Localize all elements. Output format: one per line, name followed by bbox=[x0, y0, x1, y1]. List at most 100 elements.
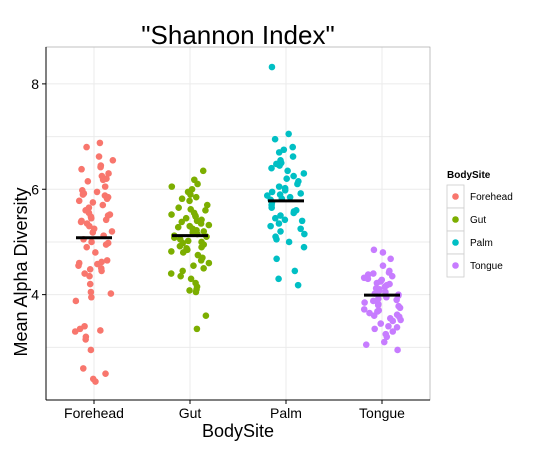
data-point-gut bbox=[203, 201, 211, 209]
data-point-forehead bbox=[97, 163, 104, 171]
data-point-gut bbox=[175, 204, 182, 211]
data-point-tongue bbox=[360, 306, 368, 313]
legend-label: Forehead bbox=[470, 192, 513, 203]
data-point-gut bbox=[197, 220, 205, 227]
data-point-forehead bbox=[96, 139, 104, 147]
data-point-palm bbox=[277, 228, 284, 235]
data-point-gut bbox=[192, 193, 200, 201]
data-point-forehead bbox=[107, 290, 115, 297]
data-point-gut bbox=[197, 257, 205, 264]
data-point-forehead bbox=[87, 288, 95, 296]
data-point-palm bbox=[275, 183, 283, 190]
data-point-forehead bbox=[109, 156, 117, 164]
data-point-forehead bbox=[86, 266, 94, 273]
data-point-palm bbox=[277, 212, 284, 219]
data-point-tongue bbox=[369, 297, 377, 305]
data-point-gut bbox=[167, 270, 175, 277]
data-point-palm bbox=[275, 149, 283, 156]
data-point-gut bbox=[186, 287, 193, 294]
data-point-forehead bbox=[89, 199, 97, 206]
data-point-palm bbox=[268, 63, 276, 71]
data-point-palm bbox=[268, 204, 275, 211]
data-point-gut bbox=[190, 262, 197, 269]
data-point-gut bbox=[205, 259, 213, 267]
data-point-tongue bbox=[385, 322, 392, 330]
data-point-forehead bbox=[103, 195, 111, 203]
data-point-forehead bbox=[82, 336, 89, 343]
data-point-tongue bbox=[381, 283, 389, 291]
x-tick-label: Forehead bbox=[64, 405, 124, 421]
data-point-gut bbox=[184, 237, 192, 245]
y-tick-label: 4 bbox=[31, 287, 39, 303]
data-point-palm bbox=[275, 220, 283, 227]
data-point-tongue bbox=[379, 249, 387, 256]
data-point-forehead bbox=[99, 201, 107, 209]
data-point-palm bbox=[276, 162, 283, 169]
data-point-tongue bbox=[387, 255, 394, 263]
data-point-forehead bbox=[77, 218, 85, 226]
data-point-gut bbox=[202, 207, 209, 214]
data-point-gut bbox=[168, 211, 175, 218]
data-point-palm bbox=[268, 164, 275, 172]
data-point-forehead bbox=[79, 365, 87, 372]
plot-background bbox=[46, 47, 430, 400]
data-point-gut bbox=[178, 218, 186, 226]
data-point-tongue bbox=[376, 287, 383, 294]
data-point-forehead bbox=[103, 257, 111, 264]
data-point-forehead bbox=[88, 238, 95, 246]
legend-label: Gut bbox=[470, 215, 486, 226]
data-point-palm bbox=[289, 143, 297, 151]
data-point-palm bbox=[298, 217, 306, 225]
legend-marker-tongue bbox=[452, 262, 459, 269]
data-point-tongue bbox=[373, 279, 381, 287]
data-point-gut bbox=[177, 272, 184, 280]
data-point-forehead bbox=[81, 270, 88, 277]
data-point-forehead bbox=[89, 229, 97, 236]
data-point-forehead bbox=[88, 293, 95, 301]
data-point-palm bbox=[289, 153, 297, 160]
data-point-palm bbox=[291, 267, 299, 275]
x-axis-title: BodySite bbox=[202, 421, 274, 441]
data-point-forehead bbox=[102, 370, 109, 377]
data-point-forehead bbox=[92, 249, 99, 256]
data-point-palm bbox=[275, 275, 282, 283]
data-point-forehead bbox=[94, 260, 101, 268]
legend-marker-gut bbox=[452, 216, 459, 223]
data-point-palm bbox=[268, 188, 276, 196]
data-point-tongue bbox=[389, 317, 397, 325]
data-point-gut bbox=[178, 195, 186, 203]
data-point-forehead bbox=[102, 216, 110, 224]
data-point-gut bbox=[179, 267, 186, 275]
data-point-palm bbox=[273, 255, 280, 263]
data-point-forehead bbox=[105, 170, 112, 177]
legend: BodySite Forehead Gut Palm Tongue bbox=[446, 170, 513, 278]
data-point-tongue bbox=[382, 288, 389, 296]
data-point-forehead bbox=[86, 222, 93, 230]
x-tick-label: Gut bbox=[179, 405, 202, 421]
data-point-palm bbox=[267, 222, 274, 230]
data-point-palm bbox=[285, 130, 292, 138]
data-point-palm bbox=[301, 230, 308, 238]
data-point-forehead bbox=[87, 346, 95, 354]
data-point-forehead bbox=[98, 267, 105, 275]
data-point-gut bbox=[174, 223, 182, 231]
data-point-palm bbox=[271, 135, 279, 143]
legend-marker-palm bbox=[452, 239, 459, 246]
data-point-tongue bbox=[374, 295, 382, 303]
y-axis-title: Mean Alpha Diversity bbox=[11, 187, 31, 356]
plot-panel bbox=[45, 46, 431, 401]
data-point-forehead bbox=[92, 378, 99, 385]
data-point-palm bbox=[297, 190, 305, 197]
data-point-forehead bbox=[93, 188, 101, 196]
data-point-palm bbox=[281, 216, 289, 224]
data-point-palm bbox=[281, 187, 289, 194]
data-point-forehead bbox=[79, 191, 87, 198]
data-point-tongue bbox=[393, 296, 400, 304]
data-point-forehead bbox=[83, 143, 90, 151]
data-point-forehead bbox=[76, 325, 84, 333]
data-point-tongue bbox=[389, 328, 397, 335]
data-point-tongue bbox=[370, 246, 378, 254]
data-point-forehead bbox=[101, 183, 109, 190]
data-point-forehead bbox=[83, 243, 90, 251]
